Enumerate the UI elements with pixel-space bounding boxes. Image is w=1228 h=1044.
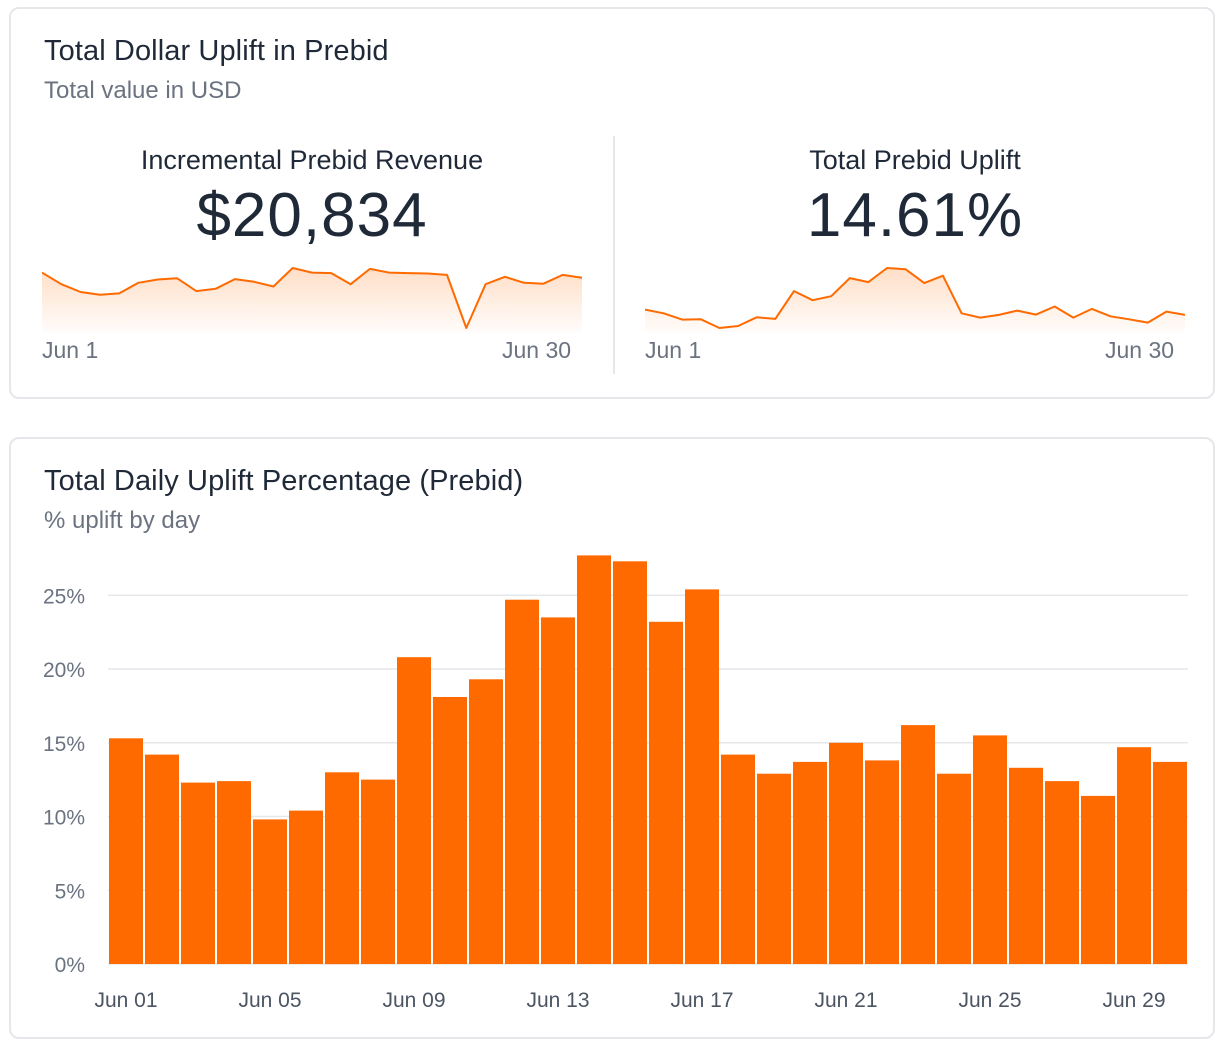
metric-label: Total Prebid Uplift [809,145,1021,175]
bar-jun-23[interactable] [901,725,935,964]
sparkline-revenue [42,267,582,332]
metric-incremental-revenue: Incremental Prebid Revenue $20,834 [42,145,582,251]
summary-card: Total Dollar Uplift in Prebid Total valu… [9,7,1215,399]
metric-divider [613,136,615,374]
bar-jun-16[interactable] [649,621,683,964]
bar-jun-05[interactable] [253,819,287,964]
bar-jun-02[interactable] [145,754,179,964]
bar-jun-17[interactable] [685,589,719,964]
x-tick-label: Jun 09 [382,989,445,1012]
bar-jun-11[interactable] [469,679,503,964]
bar-jun-09[interactable] [397,657,431,964]
y-tick-label: 15% [43,733,85,756]
sparkline-area [645,268,1185,332]
y-tick-label: 25% [43,585,85,608]
bar-jun-27[interactable] [1045,781,1079,964]
x-tick-label: Jun 01 [94,989,157,1012]
x-tick-label: Jun 29 [1102,989,1165,1012]
bar-jun-30[interactable] [1153,761,1187,964]
x-tick-label: Jun 05 [238,989,301,1012]
bar-jun-10[interactable] [433,697,467,964]
y-tick-label: 0% [55,954,85,977]
sparkline-start-date: Jun 1 [645,337,702,363]
metric-label: Incremental Prebid Revenue [140,145,484,175]
metric-value: $20,834 [196,181,428,250]
bar-jun-03[interactable] [181,782,215,964]
bar-jun-08[interactable] [361,779,395,964]
bar-jun-12[interactable] [505,599,539,964]
x-tick-label: Jun 13 [526,989,589,1012]
bar-jun-25[interactable] [973,735,1007,964]
bar-jun-20[interactable] [793,761,827,964]
y-tick-label: 10% [43,807,85,830]
sparkline-end-date: Jun 30 [1105,337,1175,363]
bar-jun-01[interactable] [109,738,143,964]
daily-uplift-card: Total Daily Uplift Percentage (Prebid) %… [9,437,1215,1039]
bar-jun-18[interactable] [721,754,755,964]
bar-jun-14[interactable] [577,555,611,964]
bar-jun-04[interactable] [217,781,251,964]
bar-jun-29[interactable] [1117,747,1151,964]
sparkline-line [42,267,582,329]
summary-card-subtitle: Total value in USD [44,77,242,104]
bar-jun-13[interactable] [541,617,575,964]
x-tick-label: Jun 21 [814,989,877,1012]
sparkline-start-date: Jun 1 [42,337,99,363]
bar-jun-26[interactable] [1009,767,1043,964]
y-tick-label: 20% [43,659,85,682]
sparkline-area [42,268,582,332]
sparkline-uplift [645,267,1185,332]
bar-jun-21[interactable] [829,742,863,965]
sparkline-end-date: Jun 30 [502,337,572,363]
bar-jun-24[interactable] [937,773,971,964]
daily-card-subtitle: % uplift by day [44,507,201,534]
bar-jun-06[interactable] [289,810,323,964]
metric-value: 14.61% [806,181,1024,250]
bar-jun-19[interactable] [757,773,791,964]
bar-jun-07[interactable] [325,772,359,965]
bar-jun-28[interactable] [1081,795,1115,964]
summary-card-title: Total Dollar Uplift in Prebid [44,35,389,67]
metric-total-uplift: Total Prebid Uplift 14.61% [645,145,1185,251]
x-tick-label: Jun 17 [670,989,733,1012]
daily-card-title: Total Daily Uplift Percentage (Prebid) [44,465,524,497]
sparkline-line [645,267,1185,329]
x-tick-label: Jun 25 [958,989,1021,1012]
bar-jun-15[interactable] [613,561,647,964]
daily-uplift-bar-chart: 0% 5% 10% 15% 20% 25% Jun 01 Jun 05 Jun 09 Jun 13… [43,555,1188,1012]
y-tick-label: 5% [55,880,85,903]
bar-jun-22[interactable] [865,760,899,964]
